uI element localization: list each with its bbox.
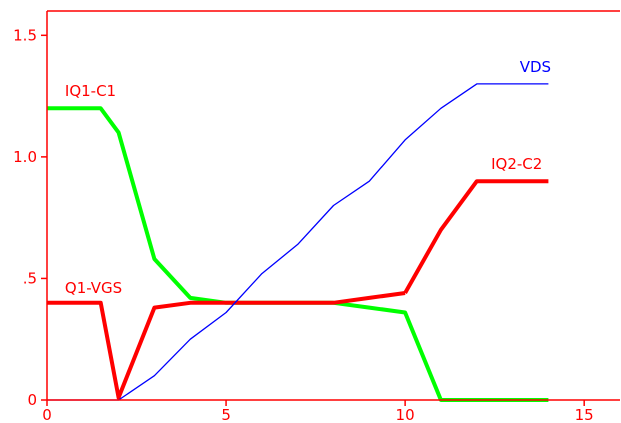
series-line-iq2-c2 [403, 179, 549, 294]
series-layer [47, 83, 549, 402]
series-line-iq1-c1 [47, 106, 549, 402]
series-label-iq1-c1: IQ1-C1 [65, 82, 116, 100]
series-label-vds: VDS [520, 58, 551, 76]
series-label-q1-vgs: Q1-VGS [65, 279, 122, 297]
series-line-q1-vgs [47, 291, 406, 400]
x-tick-label: 10 [396, 406, 415, 423]
axis-layer [41, 10, 620, 406]
x-tick-label: 5 [221, 406, 231, 423]
y-tick-label: 1.0 [13, 148, 37, 166]
label-layer: IQ1-C1 Q1-VGS IQ2-C2 VDS 0 5 10 15 0 .5 1.0 1.5 [13, 26, 594, 423]
x-tick-label: 0 [42, 406, 52, 423]
y-tick-label: .5 [23, 269, 37, 287]
y-tick-label: 0 [27, 391, 37, 409]
series-label-iq2-c2: IQ2-C2 [491, 155, 542, 173]
x-tick-label: 15 [575, 406, 594, 423]
y-tick-label: 1.5 [13, 26, 37, 44]
series-line-vds [47, 83, 549, 401]
